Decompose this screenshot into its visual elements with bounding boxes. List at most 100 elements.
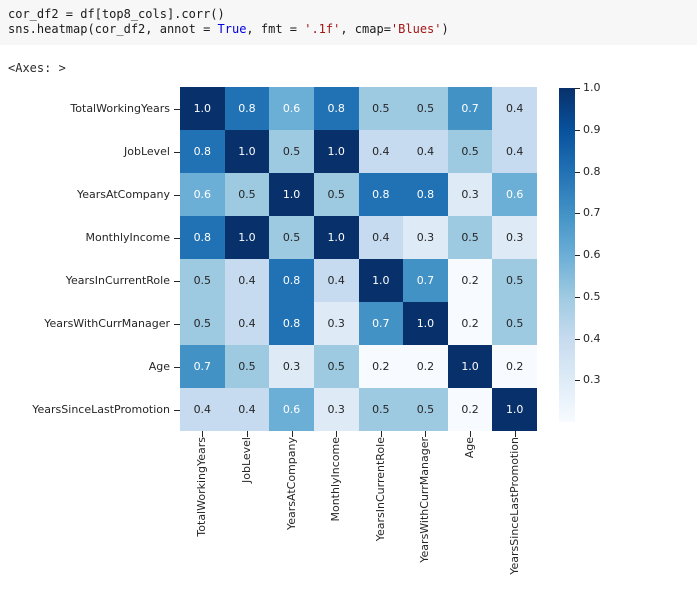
heatmap-cell: 0.3 bbox=[403, 216, 448, 259]
heatmap-cell: 0.2 bbox=[447, 302, 493, 345]
y-tick-label: JobLevel bbox=[124, 144, 170, 158]
colorbar-tick-mark bbox=[575, 213, 580, 215]
heatmap-cell: 0.5 bbox=[358, 388, 404, 431]
x-tick-label: MonthlyIncome bbox=[329, 437, 343, 522]
colorbar-tick-mark bbox=[575, 296, 580, 298]
heatmap-cell: 0.4 bbox=[403, 130, 448, 173]
heatmap-cell: 0.5 bbox=[224, 173, 270, 216]
heatmap-cell: 0.5 bbox=[180, 259, 225, 302]
code-token-plain: ) bbox=[441, 22, 449, 36]
y-tick-label: YearsInCurrentRole bbox=[65, 273, 170, 287]
heatmap-cell: 0.8 bbox=[180, 216, 225, 259]
heatmap-cell: 1.0 bbox=[358, 259, 404, 302]
heatmap-cell: 1.0 bbox=[180, 87, 225, 130]
axes-repr-output: <Axes: > bbox=[8, 61, 66, 75]
code-token-keyword: True bbox=[217, 22, 247, 36]
colorbar-tick-mark bbox=[575, 171, 580, 173]
x-tick-mark bbox=[291, 431, 293, 437]
colorbar-tick-label: 0.5 bbox=[583, 289, 601, 303]
code-token-plain: sns.heatmap(cor_df2, annot = bbox=[8, 22, 218, 36]
colorbar-tick-mark bbox=[575, 380, 580, 382]
heatmap-cell: 0.6 bbox=[269, 87, 314, 130]
x-tick-mark bbox=[336, 431, 338, 437]
colorbar-tick-label: 0.7 bbox=[583, 206, 601, 220]
colorbar-tick-label: 0.9 bbox=[583, 122, 601, 136]
colorbar bbox=[559, 88, 575, 422]
y-tick-mark bbox=[174, 409, 180, 411]
code-token-plain: cor_df2 = df[top8_cols].corr() bbox=[8, 7, 225, 21]
code-line-1[interactable]: cor_df2 = df[top8_cols].corr() bbox=[8, 7, 689, 22]
heatmap-cell: 0.7 bbox=[403, 259, 448, 302]
heatmap-cell: 0.7 bbox=[358, 302, 404, 345]
y-tick-label: TotalWorkingYears bbox=[70, 101, 170, 115]
y-tick-label: YearsAtCompany bbox=[77, 187, 170, 201]
x-tick-mark bbox=[380, 431, 382, 437]
x-tick-label: TotalWorkingYears bbox=[195, 437, 209, 537]
colorbar-tick-label: 0.4 bbox=[583, 331, 601, 345]
heatmap-cell: 0.8 bbox=[269, 259, 314, 302]
colorbar-tick-mark bbox=[575, 338, 580, 340]
heatmap-cell: 1.0 bbox=[492, 388, 537, 431]
heatmap-cell: 0.8 bbox=[403, 173, 448, 216]
code-token-plain: , cmap= bbox=[340, 22, 391, 36]
y-tick-mark bbox=[174, 280, 180, 282]
x-tick-label: YearsSinceLastPromotion bbox=[507, 437, 521, 575]
heatmap-cell: 0.4 bbox=[224, 302, 270, 345]
heatmap-cell: 0.7 bbox=[447, 87, 493, 130]
y-tick-label: YearsSinceLastPromotion bbox=[32, 402, 170, 416]
heatmap-cell: 1.0 bbox=[403, 302, 448, 345]
heatmap-cell: 0.8 bbox=[180, 130, 225, 173]
y-tick-mark bbox=[174, 366, 180, 368]
y-tick-mark bbox=[174, 323, 180, 325]
heatmap-cell: 0.2 bbox=[358, 345, 404, 388]
heatmap-cell: 0.8 bbox=[224, 87, 270, 130]
heatmap-cell: 0.4 bbox=[492, 87, 537, 130]
colorbar-tick-label: 0.6 bbox=[583, 248, 601, 261]
heatmap-cell: 0.5 bbox=[313, 173, 359, 216]
heatmap-cell: 0.6 bbox=[492, 173, 537, 216]
y-tick-label: MonthlyIncome bbox=[85, 230, 170, 244]
code-line-2[interactable]: sns.heatmap(cor_df2, annot = True, fmt =… bbox=[8, 22, 689, 37]
heatmap-cell: 0.4 bbox=[358, 130, 404, 173]
heatmap-cell: 0.4 bbox=[358, 216, 404, 259]
heatmap-cell: 0.4 bbox=[492, 130, 537, 173]
heatmap-cell: 1.0 bbox=[313, 216, 359, 259]
x-tick-mark bbox=[514, 431, 516, 437]
heatmap-cell: 0.5 bbox=[358, 87, 404, 130]
heatmap-cell: 1.0 bbox=[447, 345, 493, 388]
colorbar-tick-label: 0.8 bbox=[583, 164, 601, 178]
code-cell[interactable]: cor_df2 = df[top8_cols].corr() sns.heatma… bbox=[0, 0, 697, 45]
heatmap-cell: 0.5 bbox=[403, 87, 448, 130]
heatmap-cell: 1.0 bbox=[224, 130, 270, 173]
heatmap-cell: 0.6 bbox=[180, 173, 225, 216]
code-token-string: 'Blues' bbox=[390, 22, 442, 36]
heatmap-cell: 0.5 bbox=[447, 130, 493, 173]
heatmap-cell: 0.3 bbox=[313, 302, 359, 345]
heatmap-cell: 0.4 bbox=[224, 388, 270, 431]
y-tick-label: Age bbox=[148, 359, 170, 373]
x-tick-label: Age bbox=[463, 437, 477, 459]
heatmap-cell: 0.5 bbox=[403, 388, 448, 431]
code-token-string: '.1f' bbox=[304, 22, 341, 36]
heatmap-cell: 0.4 bbox=[180, 388, 225, 431]
x-tick-mark bbox=[425, 431, 427, 437]
y-tick-mark bbox=[174, 151, 180, 153]
heatmap-cell: 0.5 bbox=[492, 259, 537, 302]
heatmap-cell: 0.3 bbox=[269, 345, 314, 388]
heatmap-cell: 0.3 bbox=[447, 173, 493, 216]
heatmap-cell: 0.3 bbox=[492, 216, 537, 259]
heatmap-cell: 0.5 bbox=[180, 302, 225, 345]
y-tick-mark bbox=[174, 237, 180, 239]
heatmap-cell: 1.0 bbox=[224, 216, 270, 259]
heatmap-cell: 0.5 bbox=[447, 216, 493, 259]
heatmap-cell: 0.3 bbox=[313, 388, 359, 431]
heatmap-cell: 0.5 bbox=[492, 302, 537, 345]
colorbar-tick-mark bbox=[575, 129, 580, 131]
x-tick-label: YearsAtCompany bbox=[284, 437, 298, 530]
heatmap-cell: 1.0 bbox=[269, 173, 314, 216]
colorbar-tick-label: 0.3 bbox=[583, 373, 601, 387]
heatmap-cell: 0.5 bbox=[224, 345, 270, 388]
code-token-plain: , fmt = bbox=[246, 22, 305, 36]
x-tick-label: JobLevel bbox=[239, 437, 253, 483]
